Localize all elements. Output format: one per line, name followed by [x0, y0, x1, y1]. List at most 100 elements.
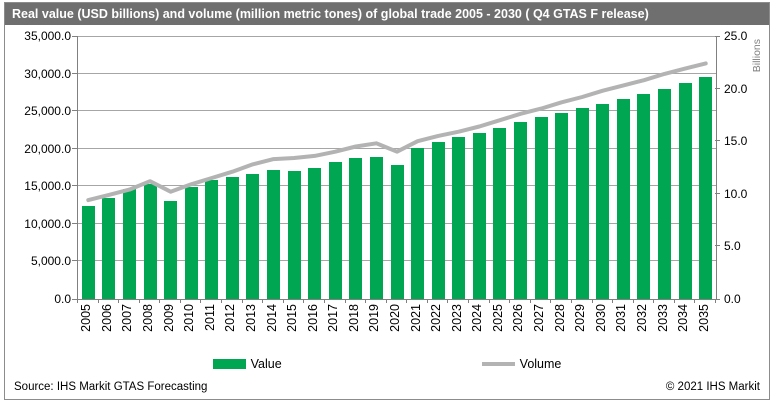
x-axis-tick-mark [468, 299, 470, 303]
left-axis-tick-label-10,000.0: 10,000.0 [24, 216, 71, 231]
x-axis-label-2026: 2026 [511, 304, 526, 332]
x-axis-tick-mark [653, 299, 655, 303]
gridline-25000 [78, 110, 716, 112]
x-axis-tick-mark [570, 299, 572, 303]
bar-2022 [431, 141, 445, 299]
x-axis-tick-mark [385, 299, 387, 303]
x-axis-tick-mark [262, 299, 264, 303]
x-axis-label-2016: 2016 [305, 304, 320, 332]
source-note: Source: IHS Markit GTAS Forecasting [14, 381, 208, 393]
x-axis-label-2031: 2031 [614, 304, 629, 332]
right-axis-tick-mark [715, 36, 720, 37]
x-axis-tick-mark [365, 299, 367, 303]
x-axis-label-2011: 2011 [202, 304, 217, 331]
x-axis-tick-mark [529, 299, 531, 303]
x-axis-tick-mark [488, 299, 490, 303]
x-axis-label-2035: 2035 [696, 304, 711, 332]
x-axis-label-2023: 2023 [449, 304, 464, 332]
left-axis-tick-mark [72, 36, 77, 37]
left-axis-tick-label-15,000.0: 15,000.0 [24, 179, 71, 194]
value-series-swatch [212, 359, 246, 369]
x-axis-tick-mark [426, 299, 428, 303]
x-axis-tick-mark [612, 299, 614, 303]
x-axis-label-2013: 2013 [243, 304, 258, 332]
right-axis-tick-label-0.0: 0.0 [724, 292, 741, 306]
x-axis-label-2007: 2007 [120, 304, 135, 332]
bar-2008 [143, 184, 157, 299]
x-axis-tick-mark [159, 299, 161, 303]
legend-label-volume: Volume [519, 357, 562, 371]
left-axis-tick-mark [72, 147, 77, 149]
legend: Value Volume [5, 357, 769, 371]
x-axis-tick-mark [694, 299, 696, 303]
bar-2010 [184, 187, 198, 299]
gridline-35000 [78, 36, 716, 37]
x-axis-label-2022: 2022 [429, 304, 444, 332]
x-axis-tick-mark [138, 299, 140, 303]
bar-2029 [575, 108, 589, 299]
bar-2015 [287, 170, 301, 299]
bar-2007 [122, 188, 136, 299]
x-axis-label-2033: 2033 [655, 304, 670, 332]
x-axis-label-2009: 2009 [161, 304, 176, 332]
bar-2005 [81, 205, 95, 299]
x-axis-label-2032: 2032 [634, 304, 649, 332]
x-axis-label-2018: 2018 [346, 304, 361, 332]
bar-2012 [225, 176, 239, 299]
bar-2025 [493, 127, 507, 299]
bar-2021 [411, 147, 425, 299]
x-axis-label-2020: 2020 [388, 304, 402, 332]
x-axis-tick-mark [344, 299, 346, 303]
legend-item-volume: Volume [481, 357, 562, 371]
right-axis-tick-mark [715, 245, 720, 247]
bar-2028 [555, 113, 569, 299]
x-axis-tick-mark [282, 299, 284, 303]
bar-2016 [308, 168, 322, 299]
x-axis-tick-mark [200, 299, 202, 303]
right-axis-tick-mark [715, 299, 720, 300]
bar-2011 [205, 179, 219, 299]
right-axis-tick-mark [715, 192, 720, 194]
bar-2034 [678, 83, 692, 299]
x-axis-label-2021: 2021 [408, 304, 423, 332]
gridline-30000 [78, 72, 716, 74]
right-axis-tick-label-25.0: 25.0 [724, 29, 748, 43]
left-axis-tick-mark [72, 185, 77, 187]
bar-2017 [328, 162, 342, 299]
left-axis-tick-mark [72, 222, 77, 224]
right-axis-tick-mark [715, 87, 720, 89]
plot-area [77, 36, 717, 300]
x-axis-tick-mark [303, 299, 305, 303]
x-axis-label-2034: 2034 [676, 304, 691, 332]
x-axis-tick-mark [221, 299, 223, 303]
bar-2030 [596, 103, 610, 299]
copyright-note: © 2021 IHS Markit [665, 381, 760, 393]
x-axis-label-2027: 2027 [532, 304, 547, 332]
bar-2020 [390, 164, 404, 299]
right-axis-tick-mark [715, 140, 720, 142]
bar-2024 [472, 132, 486, 299]
left-axis-tick-label-0.0: 0.0 [54, 292, 71, 306]
left-axis-tick-mark [72, 110, 77, 112]
x-axis-label-2014: 2014 [264, 304, 279, 332]
x-axis-label-2030: 2030 [593, 304, 608, 332]
chart-figure: Real value (USD billions) and volume (mi… [4, 2, 770, 400]
x-axis-tick-mark [77, 299, 78, 303]
bar-2013 [246, 174, 260, 299]
left-axis-tick-label-5,000.0: 5,000.0 [30, 254, 71, 269]
x-axis-tick-mark [447, 299, 449, 303]
x-axis-tick-mark [323, 299, 325, 303]
x-axis-tick-mark [509, 299, 511, 303]
x-axis-label-2008: 2008 [141, 304, 156, 332]
x-axis-tick-mark [673, 299, 675, 303]
bar-2009 [164, 200, 178, 299]
x-axis-tick-mark [591, 299, 593, 303]
x-axis-label-2006: 2006 [99, 304, 114, 332]
bar-2033 [658, 88, 672, 299]
bar-2026 [513, 122, 527, 299]
footer: Source: IHS Markit GTAS Forecasting © 20… [14, 381, 760, 393]
x-axis-label-2015: 2015 [285, 304, 300, 332]
x-axis-label-2017: 2017 [326, 304, 341, 332]
x-axis-label-2024: 2024 [470, 304, 485, 332]
